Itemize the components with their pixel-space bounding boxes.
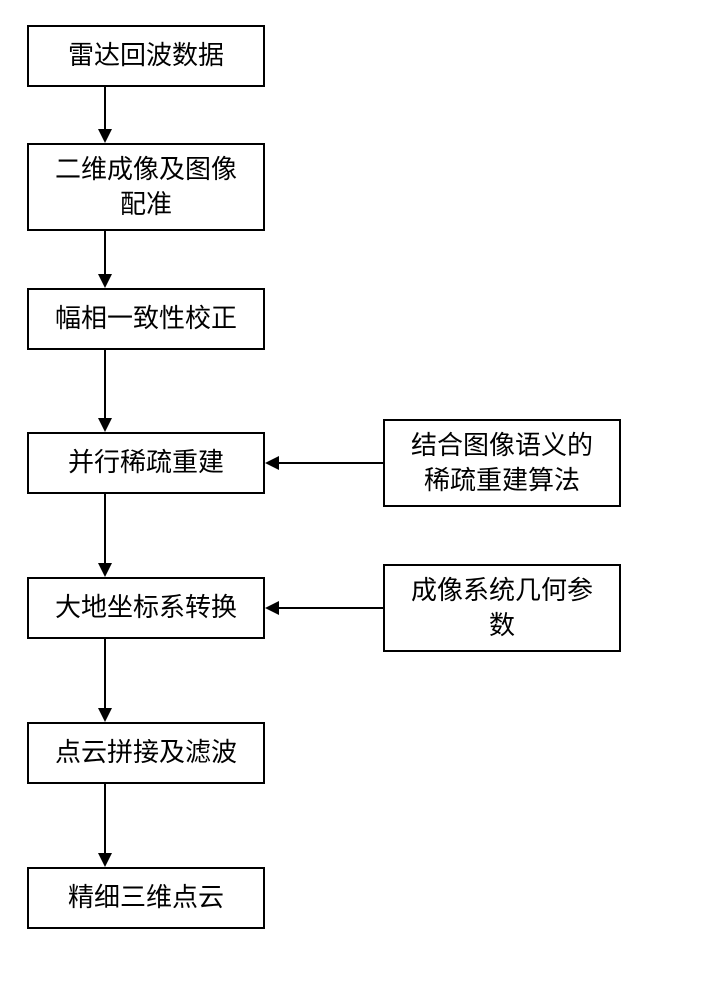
arrow-h-1: [279, 462, 383, 464]
arrow-head-icon: [265, 601, 279, 615]
node-radar-echo-data: 雷达回波数据: [27, 25, 265, 87]
arrow-v-6: [104, 784, 106, 855]
node-label: 并行稀疏重建: [68, 445, 224, 480]
arrow-head-icon: [98, 274, 112, 288]
arrow-h-2: [279, 607, 383, 609]
node-label: 幅相一致性校正: [55, 301, 237, 336]
arrow-head-icon: [265, 456, 279, 470]
node-label: 结合图像语义的稀疏重建算法: [411, 428, 593, 498]
arrow-head-icon: [98, 563, 112, 577]
node-label: 二维成像及图像配准: [55, 152, 237, 222]
node-label: 成像系统几何参数: [411, 573, 593, 643]
node-parallel-sparse-reconstruction: 并行稀疏重建: [27, 432, 265, 494]
node-label: 精细三维点云: [68, 880, 224, 915]
arrow-v-4: [104, 494, 106, 565]
node-label: 大地坐标系转换: [55, 590, 237, 625]
arrow-v-3: [104, 350, 106, 420]
node-pointcloud-stitch-filter: 点云拼接及滤波: [27, 722, 265, 784]
arrow-head-icon: [98, 853, 112, 867]
arrow-head-icon: [98, 129, 112, 143]
node-sparse-recon-algorithm: 结合图像语义的稀疏重建算法: [383, 419, 621, 507]
node-geodetic-coord-transform: 大地坐标系转换: [27, 577, 265, 639]
arrow-v-2: [104, 231, 106, 276]
node-label: 点云拼接及滤波: [55, 735, 237, 770]
arrow-head-icon: [98, 418, 112, 432]
node-fine-3d-pointcloud: 精细三维点云: [27, 867, 265, 929]
arrow-head-icon: [98, 708, 112, 722]
node-imaging-geom-params: 成像系统几何参数: [383, 564, 621, 652]
node-label: 雷达回波数据: [68, 38, 224, 73]
node-2d-imaging-registration: 二维成像及图像配准: [27, 143, 265, 231]
arrow-v-5: [104, 639, 106, 710]
node-amplitude-phase-correction: 幅相一致性校正: [27, 288, 265, 350]
arrow-v-1: [104, 87, 106, 131]
